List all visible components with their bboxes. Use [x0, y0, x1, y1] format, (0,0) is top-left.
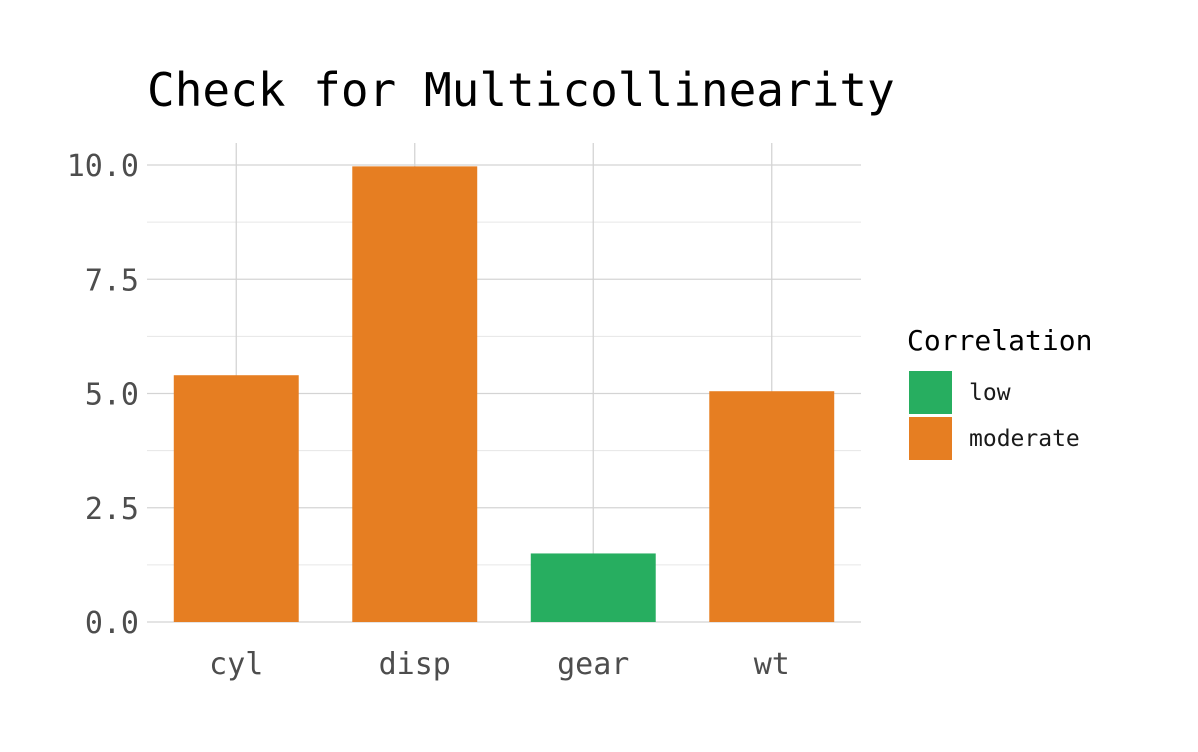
y-tick-label: 5.0	[85, 378, 139, 413]
legend-key-moderate	[909, 417, 952, 460]
x-tick-label: disp	[379, 647, 451, 682]
bar-cyl	[173, 375, 299, 622]
x-tick-label: cyl	[209, 647, 263, 682]
legend-label-low: low	[969, 380, 1011, 406]
bars	[173, 166, 835, 622]
x-tick-label: wt	[754, 647, 790, 682]
y-tick-label: 7.5	[85, 263, 139, 298]
x-tick-label: gear	[557, 647, 629, 682]
bar-wt	[709, 391, 835, 622]
chart-title: Check for Multicollinearity	[147, 63, 895, 117]
legend-key-low	[909, 371, 952, 414]
y-tick-label: 2.5	[85, 492, 139, 527]
bar-disp	[352, 166, 478, 622]
legend-label-moderate: moderate	[969, 426, 1080, 452]
bar-gear	[530, 553, 656, 622]
legend: Correlation low moderate	[907, 324, 1092, 460]
y-tick-label: 10.0	[67, 149, 139, 184]
y-tick-label: 0.0	[85, 606, 139, 641]
x-axis-ticks: cyl disp gear wt	[209, 647, 790, 682]
y-axis-ticks: 0.0 2.5 5.0 7.5 10.0	[67, 149, 139, 641]
legend-title: Correlation	[907, 324, 1092, 357]
